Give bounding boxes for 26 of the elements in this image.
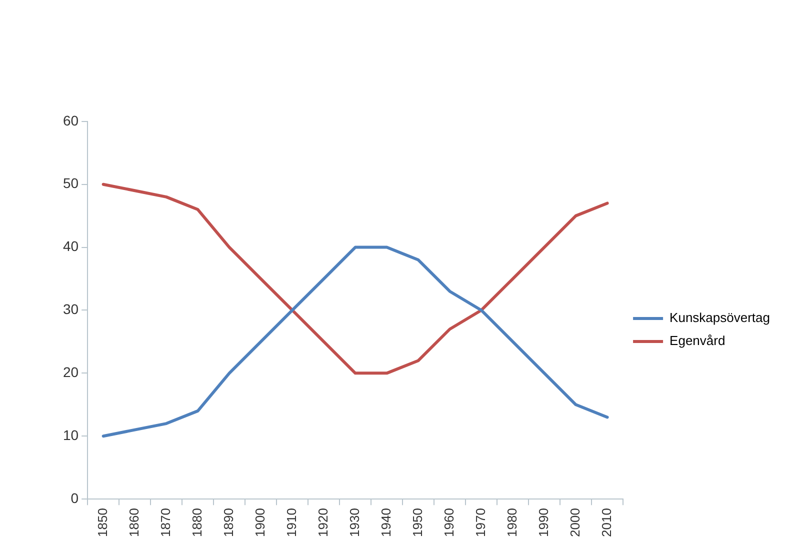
x-tick-label: 1960	[441, 508, 456, 537]
x-tick-label: 1940	[378, 508, 394, 537]
x-tick-label: 2010	[598, 508, 614, 537]
y-tick-label: 50	[62, 175, 79, 192]
x-tick-label: 1860	[126, 508, 142, 537]
y-tick-label: 10	[62, 426, 79, 443]
x-tick-label: 1850	[94, 508, 110, 537]
x-tick-label: 1890	[220, 508, 236, 537]
x-tick-label: 1870	[158, 508, 173, 537]
legend-label: Kunskapsövertag	[670, 310, 770, 326]
legend-label: Egenvård	[670, 333, 726, 348]
x-tick-label: 1920	[315, 508, 330, 537]
x-tick-label: 1980	[504, 508, 520, 537]
x-tick-label: 1910	[284, 508, 299, 537]
x-tick-label: 1930	[346, 508, 362, 537]
y-tick-label: 20	[62, 364, 79, 380]
x-tick-label: 1970	[472, 508, 488, 537]
x-tick-label: 1880	[189, 508, 204, 537]
x-tick-label: 1900	[252, 508, 268, 537]
y-tick-label: 40	[62, 238, 79, 254]
x-tick-label: 2000	[567, 508, 582, 537]
x-tick-label: 1950	[410, 508, 425, 537]
y-tick-label: 60	[62, 112, 79, 128]
y-tick-label: 30	[62, 301, 79, 318]
y-tick-label: 0	[70, 490, 79, 506]
x-tick-label: 1990	[536, 508, 551, 537]
